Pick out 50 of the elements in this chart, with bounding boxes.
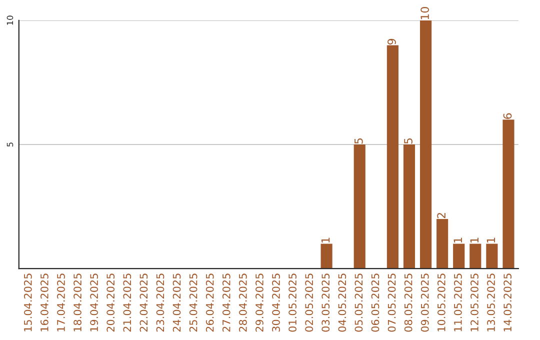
bar (320, 244, 332, 269)
x-tick-label: 26.04.2025 (206, 274, 214, 332)
x-tick-label: 07.05.2025 (388, 274, 396, 332)
x-tick-label: 09.05.2025 (420, 274, 429, 332)
bar (403, 144, 416, 269)
x-tick-label: 08.05.2025 (404, 274, 412, 332)
x-tick-label: 10.05.2025 (437, 274, 446, 332)
x-tick-label: 11.05.2025 (454, 274, 462, 332)
data-label: 2 (437, 213, 446, 218)
x-tick-label: 03.05.2025 (322, 274, 330, 332)
x-tick-label: 12.05.2025 (470, 274, 478, 332)
x-tick-label: 28.04.2025 (238, 274, 247, 332)
bar (354, 144, 366, 269)
x-tick-label: 06.05.2025 (371, 274, 380, 332)
x-tick-label: 24.04.2025 (172, 274, 181, 332)
x-tick-label: 20.04.2025 (106, 274, 115, 332)
x-tick-label: 17.04.2025 (57, 274, 65, 332)
data-label: 9 (388, 38, 396, 45)
x-tick-label: 14.05.2025 (504, 274, 512, 332)
x-tick-label: 29.04.2025 (256, 274, 264, 332)
data-label: 6 (503, 113, 512, 119)
bar (486, 244, 498, 269)
bar (470, 244, 482, 269)
x-tick-label: 27.04.2025 (222, 274, 230, 332)
bar (386, 45, 398, 269)
x-tick-label: 02.05.2025 (305, 274, 314, 332)
x-tick-label: 21.04.2025 (123, 274, 132, 332)
x-tick-label: 18.04.2025 (74, 274, 82, 332)
data-label: 1 (470, 238, 478, 243)
bar (502, 120, 514, 269)
bar (453, 244, 465, 269)
data-label: 1 (486, 238, 495, 243)
x-tick-label: 01.05.2025 (288, 274, 296, 332)
x-tick-label: 22.04.2025 (140, 274, 148, 332)
x-tick-label: 04.05.2025 (338, 274, 346, 332)
x-tick-label: 25.04.2025 (189, 274, 198, 332)
x-tick-label: 19.04.2025 (90, 274, 98, 332)
x-tick-label: 23.04.2025 (156, 274, 164, 332)
data-label: 1 (322, 238, 330, 243)
x-tick-label: 05.05.2025 (354, 274, 363, 332)
data-label: 5 (404, 138, 412, 144)
bar (436, 218, 448, 269)
x-tick-label: 13.05.2025 (487, 274, 495, 332)
bar (420, 20, 432, 269)
x-tick-label: 16.04.2025 (40, 274, 48, 332)
x-tick-label: 30.04.2025 (272, 274, 280, 332)
x-tick-label: 15.04.2025 (24, 274, 32, 332)
data-label: 10 (420, 7, 429, 20)
data-label: 5 (354, 138, 363, 144)
data-label: 1 (454, 238, 462, 243)
